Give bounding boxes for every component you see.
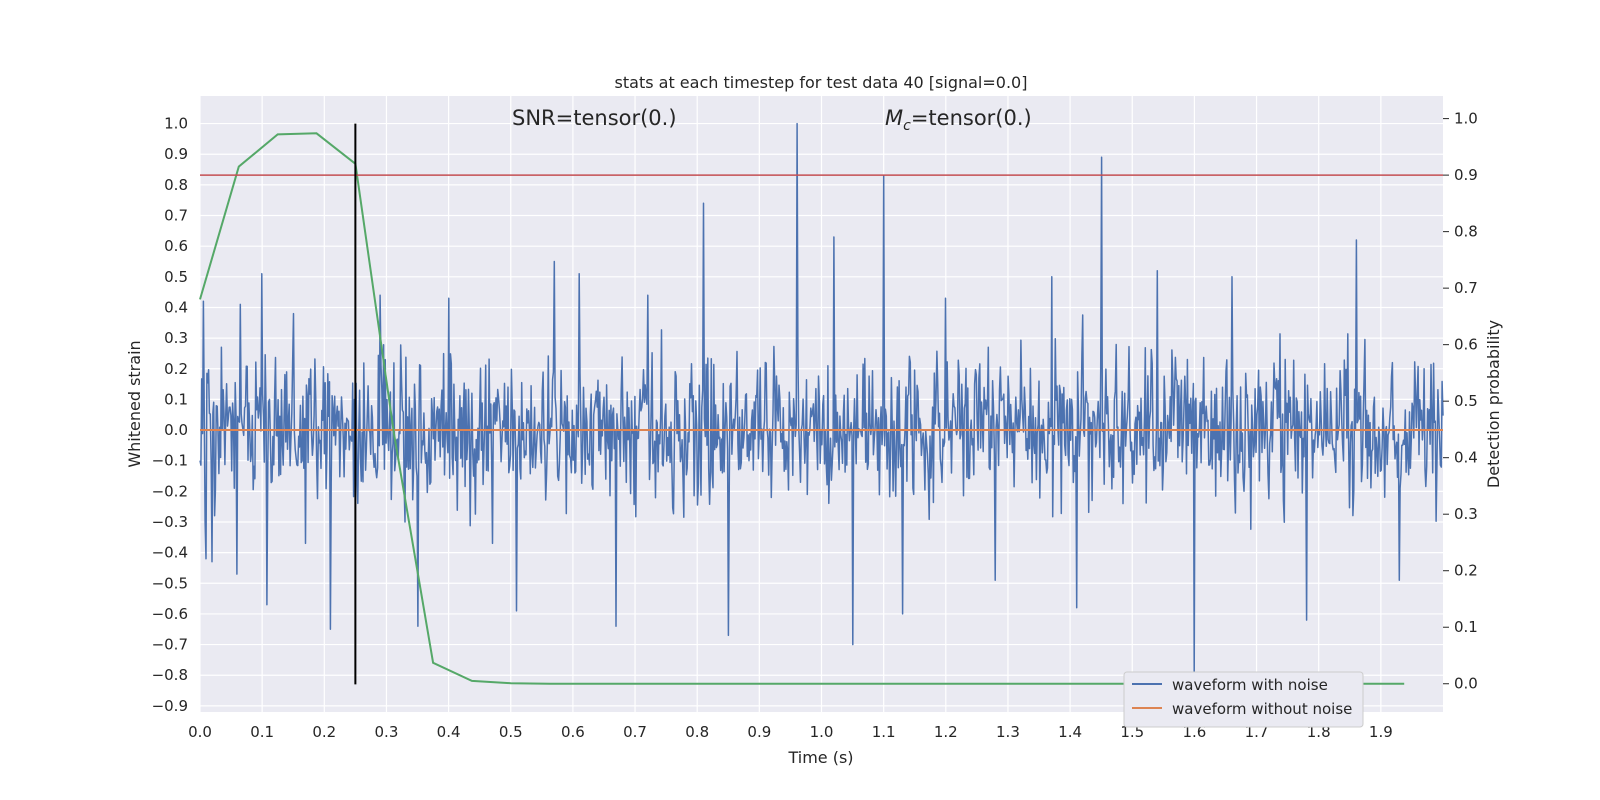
y-left-tick-label: 0.8: [164, 176, 188, 194]
y-left-tick-label: 0.9: [164, 145, 188, 163]
x-tick-label: 0.5: [499, 723, 523, 741]
y-right-tick-label: 0.0: [1454, 675, 1478, 693]
legend-box: [1123, 671, 1364, 728]
y-right-tick-label: 0.9: [1454, 166, 1478, 184]
y-right-tick-label: 0.8: [1454, 223, 1478, 241]
legend-label-waveform-without-noise: waveform without noise: [1172, 700, 1352, 718]
x-tick-label: 0.7: [623, 723, 647, 741]
mc-subscript: c: [903, 118, 911, 134]
y-left-tick-label: −0.7: [152, 636, 188, 654]
y-right-tick-label: 0.7: [1454, 279, 1478, 297]
snr-annotation: SNR=tensor(0.): [512, 106, 677, 130]
y-right-tick-label: 0.5: [1454, 392, 1478, 410]
y-axis-right-ticks: 1.0 0.9 0.8 0.7 0.6 0.5 0.4 0.3 0.2 0.1 0.0: [1443, 110, 1478, 693]
x-tick-label: 1.0: [810, 723, 834, 741]
y-right-tick-label: 0.4: [1454, 449, 1478, 467]
y-left-tick-label: −0.8: [152, 666, 188, 684]
y-left-tick-label: −0.6: [152, 605, 188, 623]
y-right-tick-label: 0.6: [1454, 336, 1478, 354]
y-axis-left-title: Whitened strain: [125, 340, 144, 467]
x-tick-label: 0.1: [250, 723, 274, 741]
x-tick-label: 1.2: [934, 723, 958, 741]
mc-annotation: Mc=tensor(0.): [885, 106, 1032, 134]
line-waveform-with-noise: [199, 122, 1444, 676]
x-tick-label: 0.6: [561, 723, 585, 741]
y-right-tick-label: 0.1: [1454, 618, 1478, 636]
x-tick-label: 0.8: [685, 723, 709, 741]
x-tick-label: 0.0: [188, 723, 212, 741]
x-tick-label: 0.3: [375, 723, 399, 741]
y-axis-right-title: Detection probability: [1484, 320, 1503, 488]
y-left-tick-label: 0.2: [164, 360, 188, 378]
y-left-tick-label: 0.6: [164, 237, 188, 255]
y-left-tick-label: 0.1: [164, 390, 188, 408]
y-left-tick-label: −0.2: [152, 482, 188, 500]
chart-title: stats at each timestep for test data 40 …: [615, 73, 1028, 92]
x-tick-label: 1.1: [872, 723, 896, 741]
y-right-tick-label: 0.2: [1454, 562, 1478, 580]
y-axis-left-ticks: 1.0 0.9 0.8 0.7 0.6 0.5 0.4 0.3 0.2 0.1 0.0 −0.1 −0.…: [152, 115, 188, 715]
x-tick-label: 1.9: [1369, 723, 1393, 741]
x-tick-label: 0.9: [747, 723, 771, 741]
x-tick-label: 1.3: [996, 723, 1020, 741]
mc-rest: =tensor(0.): [911, 106, 1032, 130]
y-left-tick-label: 0.0: [164, 421, 188, 439]
x-tick-label: 0.2: [312, 723, 336, 741]
y-left-tick-label: −0.9: [152, 697, 188, 715]
y-left-tick-label: 0.3: [164, 329, 188, 347]
y-left-tick-label: −0.3: [152, 513, 188, 531]
y-left-tick-label: 1.0: [164, 115, 188, 133]
y-left-tick-label: −0.4: [152, 544, 188, 562]
y-left-tick-label: 0.4: [164, 298, 188, 316]
y-left-tick-label: −0.5: [152, 574, 188, 592]
y-right-tick-label: 1.0: [1454, 110, 1478, 128]
x-tick-label: 1.4: [1058, 723, 1082, 741]
x-tick-label: 0.4: [437, 723, 461, 741]
mc-symbol: M: [885, 106, 903, 130]
y-left-tick-label: 0.5: [164, 268, 188, 286]
legend: waveform with noise waveform without noi…: [1123, 671, 1364, 728]
y-left-tick-label: 0.7: [164, 207, 188, 225]
legend-label-waveform-with-noise: waveform with noise: [1172, 676, 1328, 694]
y-right-tick-label: 0.3: [1454, 505, 1478, 523]
series-waveform-with-noise: [199, 122, 1444, 676]
y-left-tick-label: −0.1: [152, 452, 188, 470]
x-axis-title: Time (s): [787, 748, 853, 767]
